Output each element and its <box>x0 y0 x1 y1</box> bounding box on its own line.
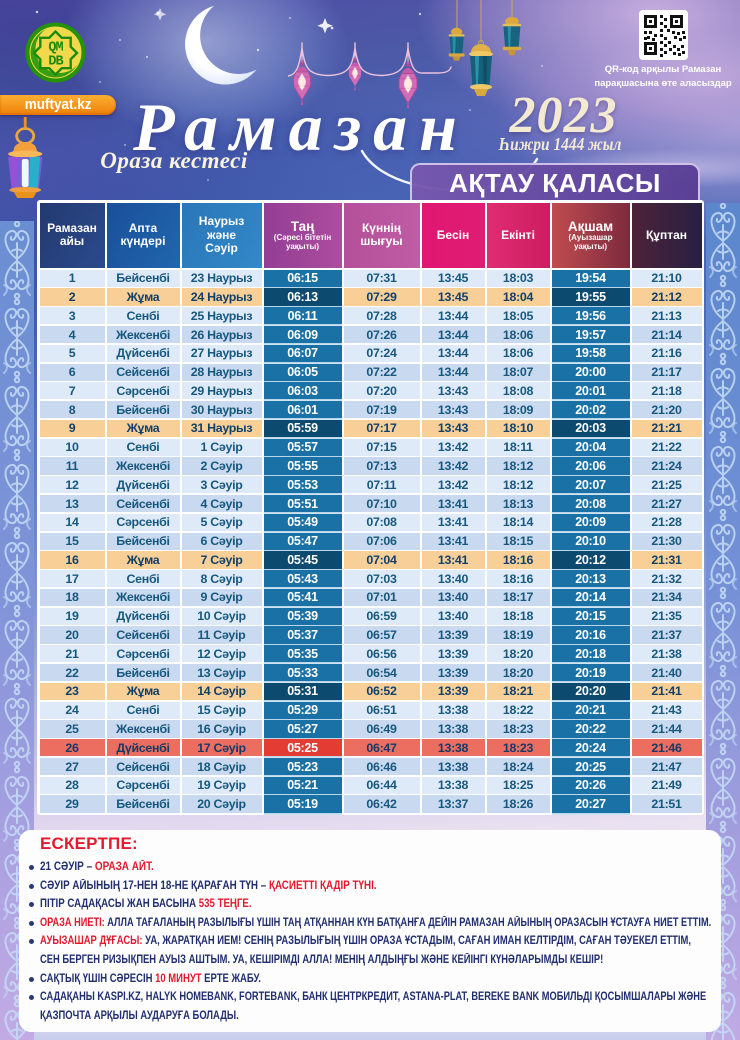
svg-text:DB: DB <box>48 55 63 70</box>
svg-text:QM: QM <box>48 41 63 56</box>
